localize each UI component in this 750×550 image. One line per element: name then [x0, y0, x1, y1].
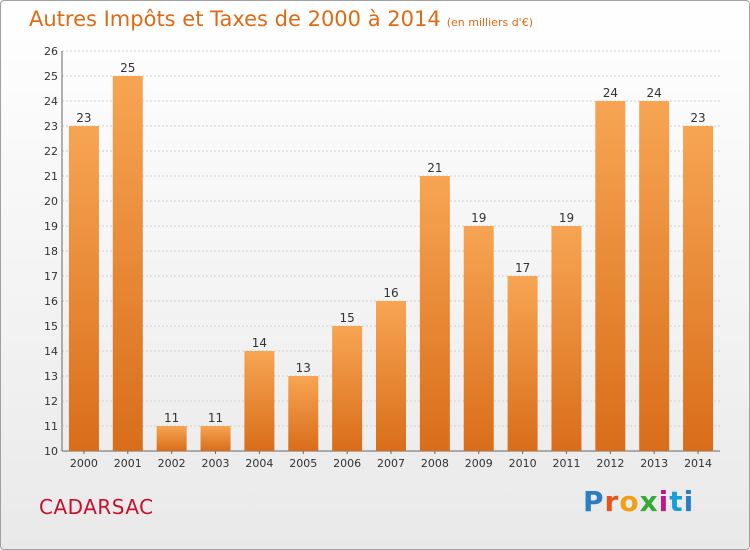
value-label-2002: 11: [164, 411, 179, 425]
bar-2008: [419, 176, 450, 451]
logo-letter: i: [683, 485, 695, 518]
x-tick-label-2012: 2012: [596, 457, 624, 470]
value-label-2005: 13: [296, 361, 311, 375]
logo-letter: i: [658, 485, 670, 518]
x-tick-label-2003: 2003: [202, 457, 230, 470]
logo-letter: P: [583, 485, 605, 518]
value-label-2012: 24: [603, 86, 618, 100]
value-label-2007: 16: [383, 286, 398, 300]
x-tick-label-2000: 2000: [70, 457, 98, 470]
bar-2005: [288, 376, 319, 451]
y-tick-label: 20: [44, 195, 58, 208]
bar-2012: [595, 101, 626, 451]
y-tick-label: 18: [44, 245, 58, 258]
x-tick-label-2010: 2010: [509, 457, 537, 470]
value-label-2003: 11: [208, 411, 223, 425]
logo-letter: x: [639, 485, 659, 518]
x-tick-label-2009: 2009: [465, 457, 493, 470]
x-tick-label-2006: 2006: [333, 457, 361, 470]
y-tick-label: 21: [44, 170, 58, 183]
y-tick-label: 11: [44, 420, 58, 433]
x-tick-label-2002: 2002: [158, 457, 186, 470]
y-tick-label: 19: [44, 220, 58, 233]
y-tick-label: 12: [44, 395, 58, 408]
bar-2002: [156, 426, 187, 451]
y-tick-label: 14: [44, 345, 58, 358]
x-tick-label-2005: 2005: [289, 457, 317, 470]
bar-2009: [463, 226, 494, 451]
bar-2010: [507, 276, 538, 451]
chart-title-text: Autres Impôts et Taxes de 2000 à 2014: [29, 7, 441, 31]
x-tick-label-2004: 2004: [245, 457, 273, 470]
y-tick-label: 23: [44, 120, 58, 133]
y-tick-label: 22: [44, 145, 58, 158]
logo-letter: o: [619, 485, 640, 518]
x-tick-label-2014: 2014: [684, 457, 712, 470]
bar-2013: [639, 101, 670, 451]
chart-unit: (en milliers d'€): [446, 16, 533, 29]
y-tick-label: 16: [44, 295, 58, 308]
value-label-2013: 24: [647, 86, 662, 100]
bar-2001: [112, 76, 143, 451]
bars: [68, 76, 714, 451]
bar-2007: [376, 301, 406, 451]
x-tick-label-2011: 2011: [552, 457, 580, 470]
x-tick-label-2001: 2001: [114, 457, 142, 470]
value-label-2011: 19: [559, 211, 574, 225]
axes: 10 11 12 13 14 15 16 17 18 19 20 21 22 23 24 25 26: [44, 45, 720, 458]
y-tick-label: 24: [44, 95, 58, 108]
value-label-2010: 17: [515, 261, 530, 275]
bar-2014: [683, 126, 714, 451]
x-tick-label-2007: 2007: [377, 457, 405, 470]
logo-letter: r: [604, 485, 620, 518]
y-tick-label: 10: [44, 445, 58, 458]
labels: 23 2000 25 2001 11 2002 11 2003 14 2004 13 2005 15 20…: [70, 61, 712, 470]
bar-2006: [332, 326, 363, 451]
value-label-2004: 14: [252, 336, 267, 350]
y-tick-label: 13: [44, 370, 58, 383]
y-tick-label: 15: [44, 320, 58, 333]
bar-2011: [551, 226, 582, 451]
city-name: CADARSAC: [39, 495, 154, 519]
y-tick-label: 25: [44, 70, 58, 83]
bar-2003: [200, 426, 231, 451]
value-label-2009: 19: [471, 211, 486, 225]
value-label-2008: 21: [427, 161, 442, 175]
x-tick-label-2008: 2008: [421, 457, 449, 470]
chart-title: Autres Impôts et Taxes de 2000 à 2014 (en…: [29, 7, 533, 31]
bar-2000: [68, 126, 99, 451]
value-label-2014: 23: [690, 111, 705, 125]
x-tick-label-2013: 2013: [640, 457, 668, 470]
bar-2004: [244, 351, 275, 451]
y-tick-label: 17: [44, 270, 58, 283]
proxiti-logo: Proxiti: [583, 485, 694, 518]
value-label-2006: 15: [339, 311, 354, 325]
logo-letter: t: [669, 485, 684, 518]
y-tick-label: 26: [44, 45, 58, 58]
value-label-2000: 23: [76, 111, 91, 125]
value-label-2001: 25: [120, 61, 135, 75]
